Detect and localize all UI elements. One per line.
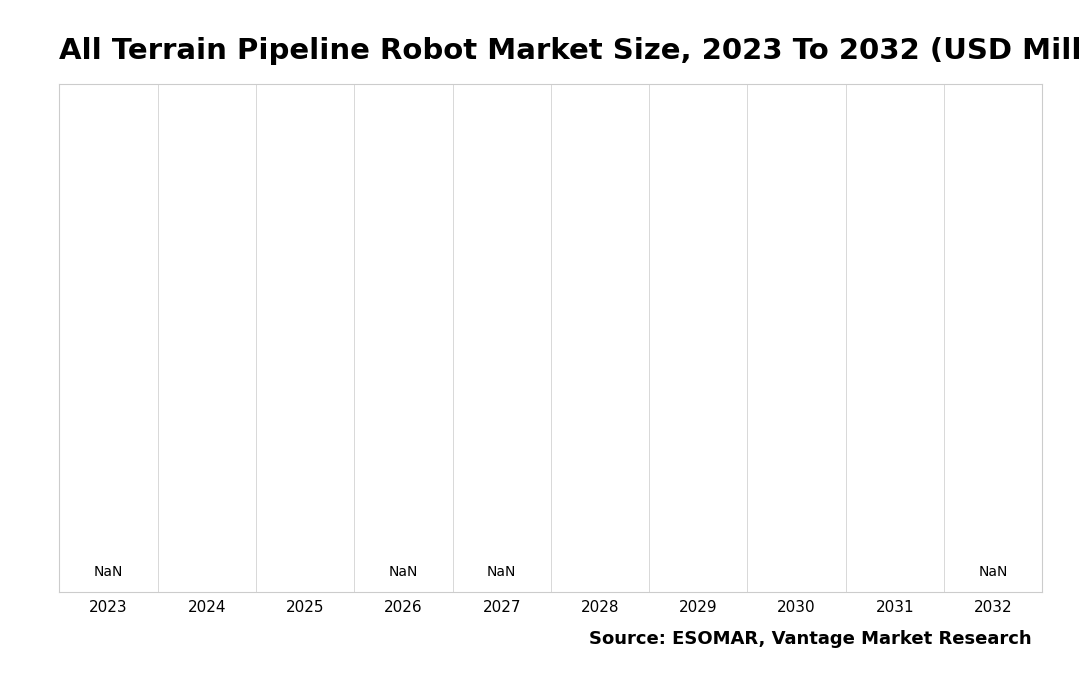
Text: NaN: NaN xyxy=(94,565,123,579)
Text: NaN: NaN xyxy=(978,565,1008,579)
Text: All Terrain Pipeline Robot Market Size, 2023 To 2032 (USD Million): All Terrain Pipeline Robot Market Size, … xyxy=(59,37,1080,65)
Text: NaN: NaN xyxy=(389,565,418,579)
Text: NaN: NaN xyxy=(487,565,516,579)
Text: Source: ESOMAR, Vantage Market Research: Source: ESOMAR, Vantage Market Research xyxy=(589,629,1031,648)
